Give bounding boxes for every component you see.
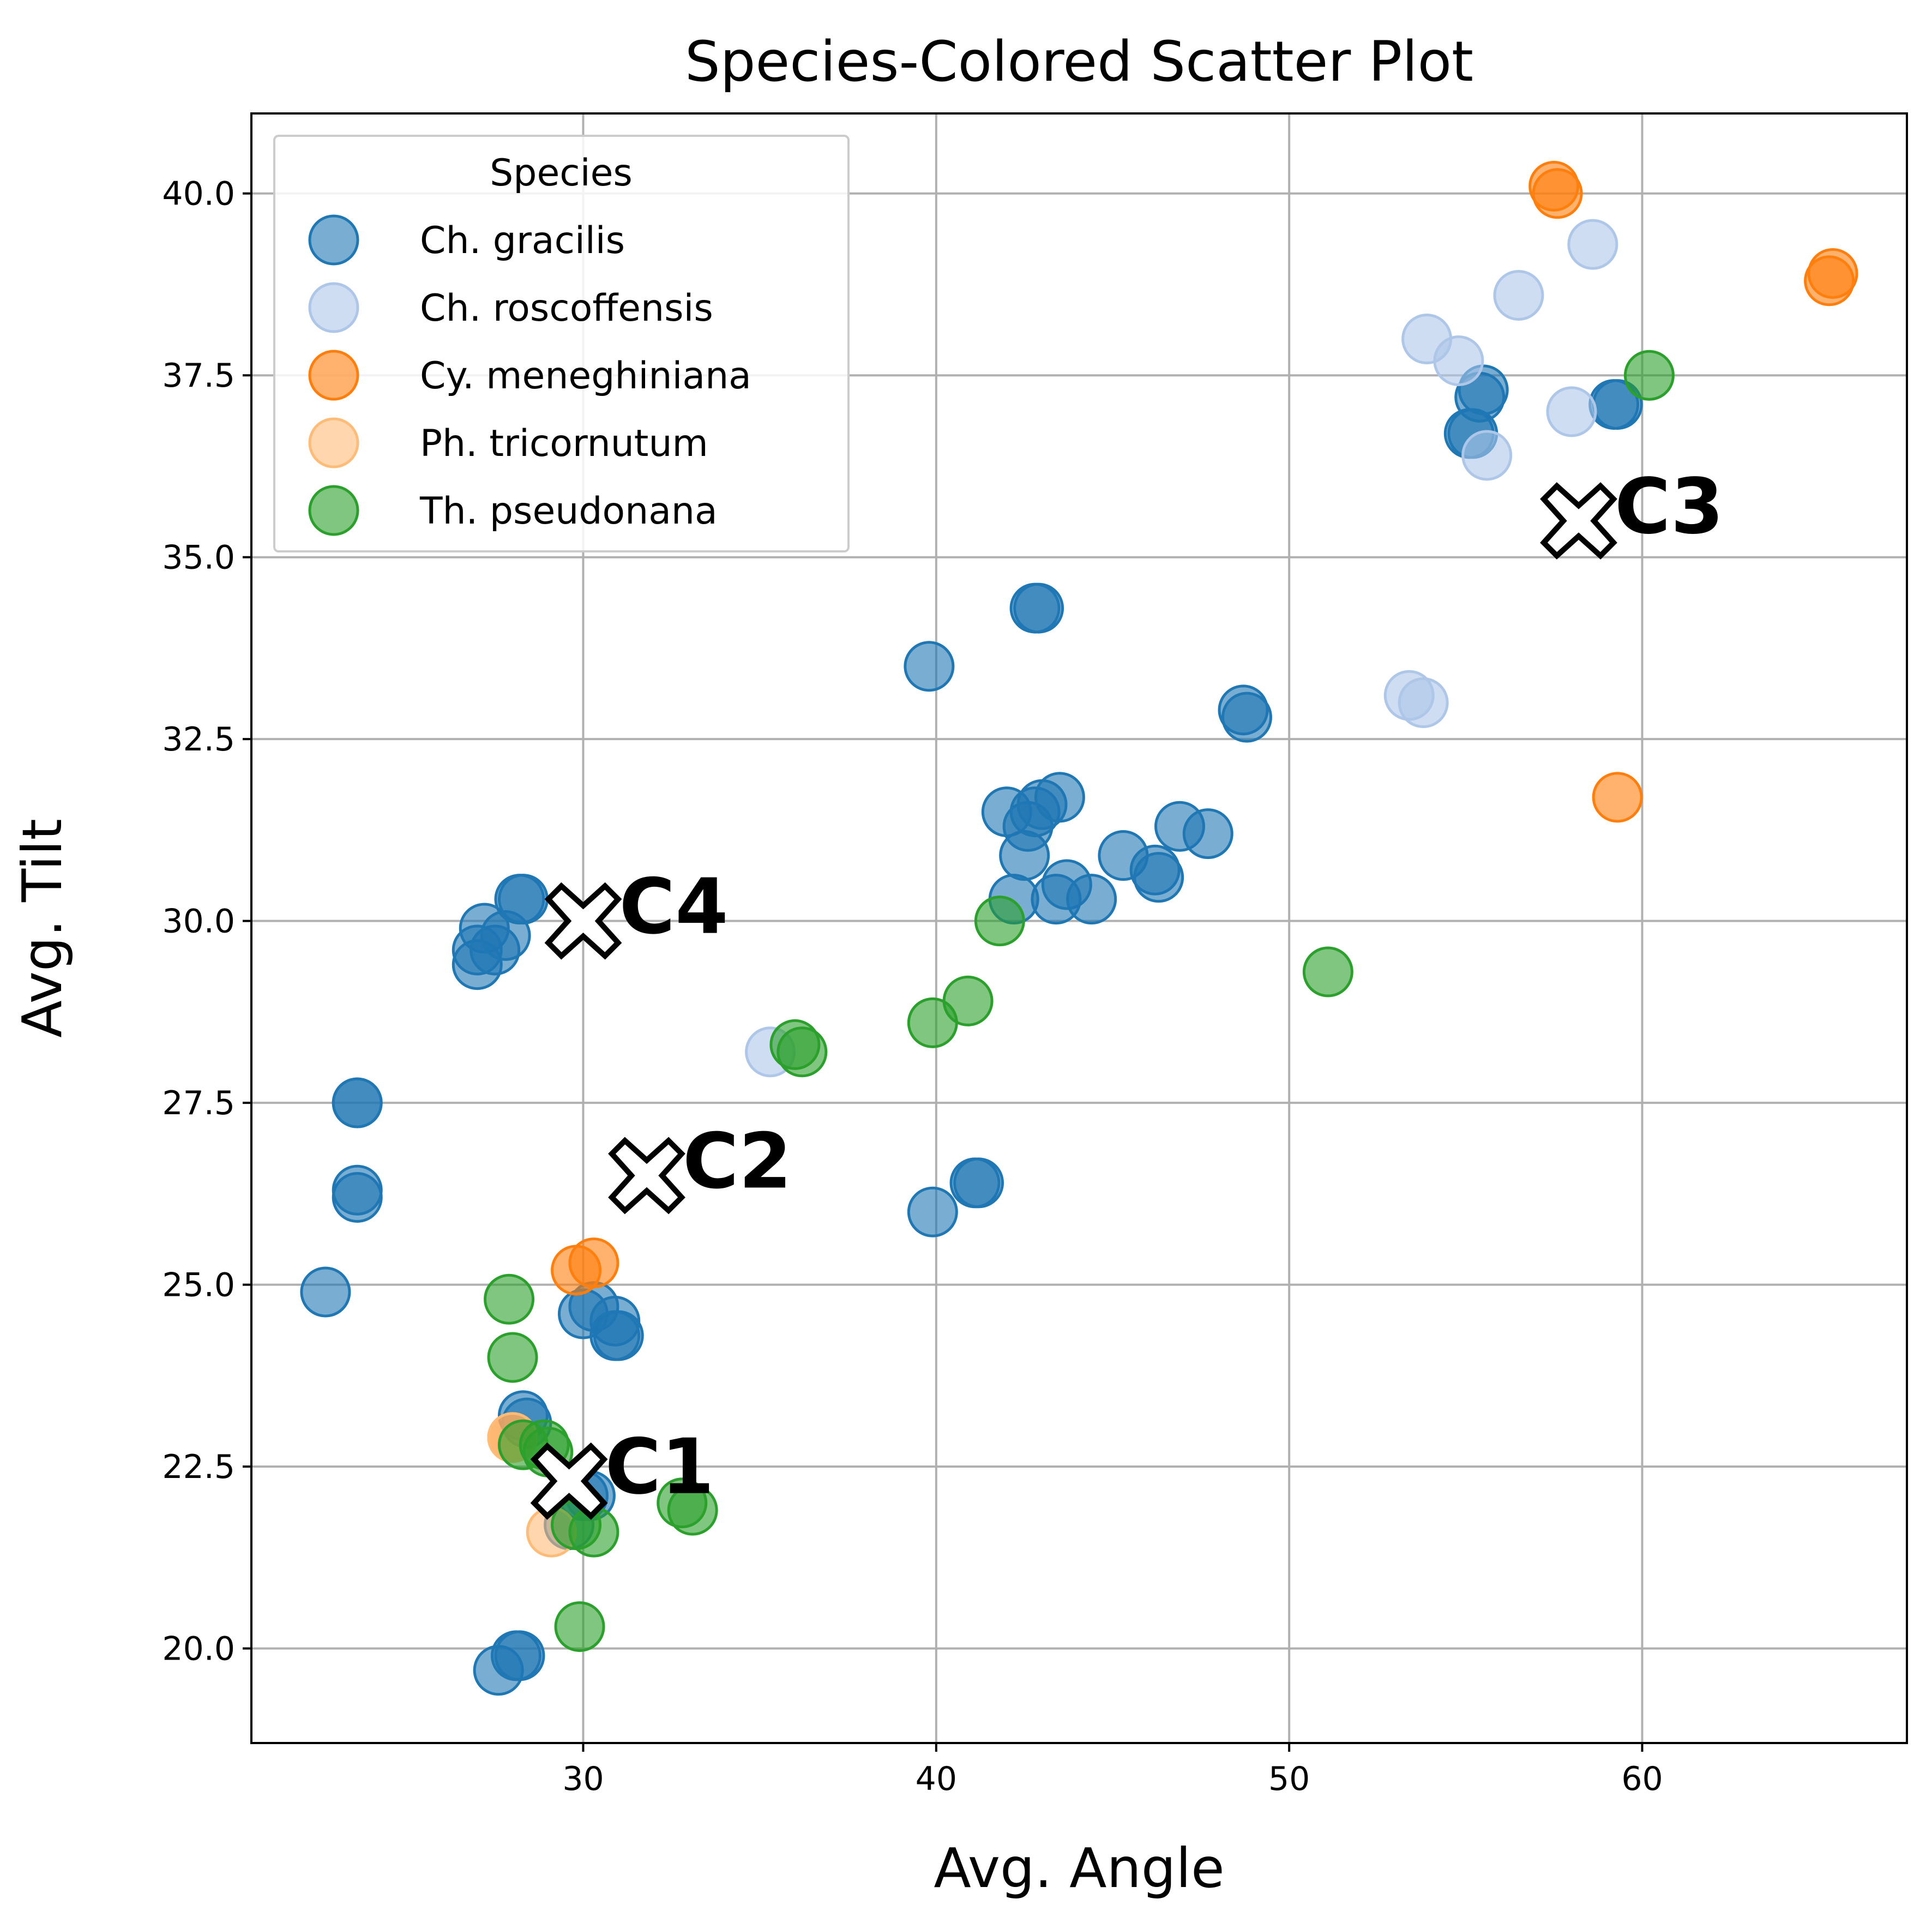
scatter-point xyxy=(300,1266,351,1318)
scatter-point xyxy=(953,1157,1004,1209)
y-tick-label: 27.5 xyxy=(162,1084,235,1122)
scatter-point xyxy=(1461,430,1513,481)
x-tick-label: 30 xyxy=(562,1760,604,1798)
scatter-point xyxy=(1433,335,1484,387)
scatter-point xyxy=(907,1186,958,1237)
y-axis-label: Avg. Tilt xyxy=(10,819,74,1038)
data-points xyxy=(300,160,1858,1696)
x-tick-label: 40 xyxy=(916,1760,957,1798)
scatter-point xyxy=(942,975,994,1026)
centroid-label: C2 xyxy=(683,1117,792,1206)
scatter-point xyxy=(554,1601,605,1652)
scatter-point xyxy=(568,1237,619,1289)
scatter-point xyxy=(904,641,955,692)
scatter-point xyxy=(667,1485,718,1536)
centroid-marker xyxy=(544,882,622,960)
scatter-point xyxy=(1546,386,1597,437)
scatter-point xyxy=(497,874,549,925)
centroid-label: C1 xyxy=(605,1423,714,1512)
centroid-marker xyxy=(530,1442,608,1520)
legend-label: Ph. tricornutum xyxy=(420,422,708,465)
scatter-point xyxy=(1807,248,1858,299)
legend: Species Ch. gracilis Ch. roscoffensis Cy. … xyxy=(273,135,850,552)
legend-marker xyxy=(308,282,359,333)
scatter-point xyxy=(1493,269,1544,321)
centroid-marker xyxy=(608,1137,685,1215)
legend-label: Ch. roscoffensis xyxy=(420,287,713,330)
y-tick-label: 30.0 xyxy=(162,903,235,941)
scatter-point xyxy=(332,1077,383,1128)
legend-label: Ch. gracilis xyxy=(420,219,625,262)
scatter-point xyxy=(1066,874,1117,925)
chart-title: Species-Colored Scatter Plot xyxy=(685,29,1473,94)
scatter-point xyxy=(1133,852,1184,903)
scatter-point xyxy=(332,1164,383,1216)
scatter-point xyxy=(1182,808,1233,860)
y-tick-label: 25.0 xyxy=(162,1266,235,1305)
x-tick-label: 60 xyxy=(1621,1760,1663,1798)
y-tick-label: 22.5 xyxy=(162,1448,235,1486)
scatter-point xyxy=(484,1273,535,1325)
scatter-point xyxy=(1034,772,1085,823)
y-tick-label: 20.0 xyxy=(162,1630,235,1668)
legend-items: Ch. gracilis Ch. roscoffensis Cy. meneghin… xyxy=(308,214,751,536)
x-tick-label: 50 xyxy=(1268,1760,1310,1798)
legend-box xyxy=(273,135,850,552)
axis-ticks: 30 40 50 60 20.0 22.5 25.0 27.5 30.0 32.5 35.0 37.5… xyxy=(162,175,1663,1798)
y-tick-label: 37.5 xyxy=(162,357,235,395)
scatter-point xyxy=(589,1310,641,1361)
legend-label: Cy. meneghiniana xyxy=(420,354,751,398)
legend-marker xyxy=(308,485,359,536)
scatter-point xyxy=(1302,946,1353,997)
legend-label: Th. pseudonana xyxy=(419,490,718,533)
legend-marker xyxy=(308,417,359,468)
y-tick-label: 32.5 xyxy=(162,720,235,759)
centroids: C1 C2 C3 C4 xyxy=(530,462,1724,1520)
scatter-point xyxy=(487,1332,538,1383)
scatter-point xyxy=(494,1630,545,1681)
plot-area-frame xyxy=(250,112,1908,1744)
scatter-point xyxy=(1398,677,1449,728)
scatter-point xyxy=(1623,350,1675,401)
scatter-point xyxy=(1009,582,1061,634)
scatter-point xyxy=(1532,168,1583,219)
legend-title: Species xyxy=(490,152,633,195)
x-axis-label: Avg. Angle xyxy=(934,1836,1224,1900)
scatter-point xyxy=(1221,692,1272,743)
scatter-point xyxy=(1592,772,1643,823)
centroid-label: C3 xyxy=(1615,462,1724,551)
legend-marker xyxy=(308,214,359,266)
centroid-marker xyxy=(1540,482,1617,560)
centroid-label: C4 xyxy=(619,863,728,952)
y-tick-label: 35.0 xyxy=(162,539,235,577)
y-tick-label: 40.0 xyxy=(162,175,235,213)
scatter-point xyxy=(974,896,1025,947)
scatter-point xyxy=(1567,219,1618,270)
scatter-point xyxy=(777,1026,828,1078)
legend-marker xyxy=(308,350,359,401)
